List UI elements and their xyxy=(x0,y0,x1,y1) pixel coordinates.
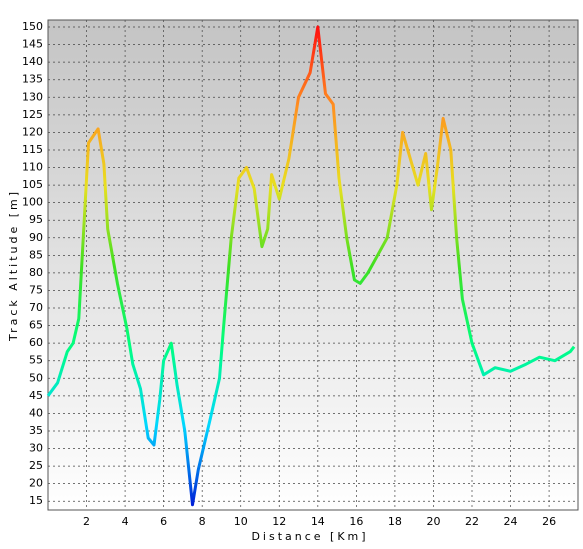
x-tick-label: 24 xyxy=(504,515,518,528)
y-tick-label: 105 xyxy=(22,178,43,191)
x-tick-label: 16 xyxy=(349,515,363,528)
y-tick-label: 135 xyxy=(22,73,43,86)
y-tick-label: 25 xyxy=(29,459,43,472)
x-tick-label: 10 xyxy=(234,515,248,528)
x-tick-label: 12 xyxy=(272,515,286,528)
y-tick-label: 20 xyxy=(29,477,43,490)
x-tick-label: 2 xyxy=(83,515,90,528)
y-tick-label: 85 xyxy=(29,248,43,261)
y-tick-label: 80 xyxy=(29,266,43,279)
plot-border xyxy=(47,19,579,511)
y-tick-label: 110 xyxy=(22,161,43,174)
y-tick-label: 15 xyxy=(29,494,43,507)
y-tick-label: 35 xyxy=(29,424,43,437)
x-tick-label: 22 xyxy=(465,515,479,528)
y-tick-label: 55 xyxy=(29,354,43,367)
y-tick-label: 115 xyxy=(22,143,43,156)
x-tick-label: 20 xyxy=(426,515,440,528)
altitude-line xyxy=(46,25,576,507)
y-tick-label: 95 xyxy=(29,213,43,226)
x-tick-label: 6 xyxy=(160,515,167,528)
y-tick-label: 30 xyxy=(29,442,43,455)
y-tick-label: 40 xyxy=(29,406,43,419)
x-tick-label: 18 xyxy=(388,515,402,528)
y-tick-label: 50 xyxy=(29,371,43,384)
y-tick-label: 120 xyxy=(22,125,43,138)
y-tick-label: 90 xyxy=(29,231,43,244)
x-tick-label: 8 xyxy=(199,515,206,528)
y-tick-label: 125 xyxy=(22,108,43,121)
y-tick-label: 45 xyxy=(29,389,43,402)
x-tick-label: 26 xyxy=(542,515,556,528)
y-tick-label: 145 xyxy=(22,38,43,51)
y-tick-label: 70 xyxy=(29,301,43,314)
y-tick-label: 150 xyxy=(22,20,43,33)
y-tick-label: 60 xyxy=(29,336,43,349)
x-tick-label: 14 xyxy=(311,515,325,528)
y-tick-label: 140 xyxy=(22,55,43,68)
plot-background xyxy=(48,20,578,510)
x-tick-label: 4 xyxy=(122,515,129,528)
y-tick-label: 75 xyxy=(29,283,43,296)
y-tick-label: 130 xyxy=(22,90,43,103)
y-tick-label: 65 xyxy=(29,319,43,332)
y-tick-label: 100 xyxy=(22,196,43,209)
y-axis-title: Track Altitude [m] xyxy=(7,189,20,342)
x-axis-title: Distance [Km] xyxy=(251,530,368,543)
